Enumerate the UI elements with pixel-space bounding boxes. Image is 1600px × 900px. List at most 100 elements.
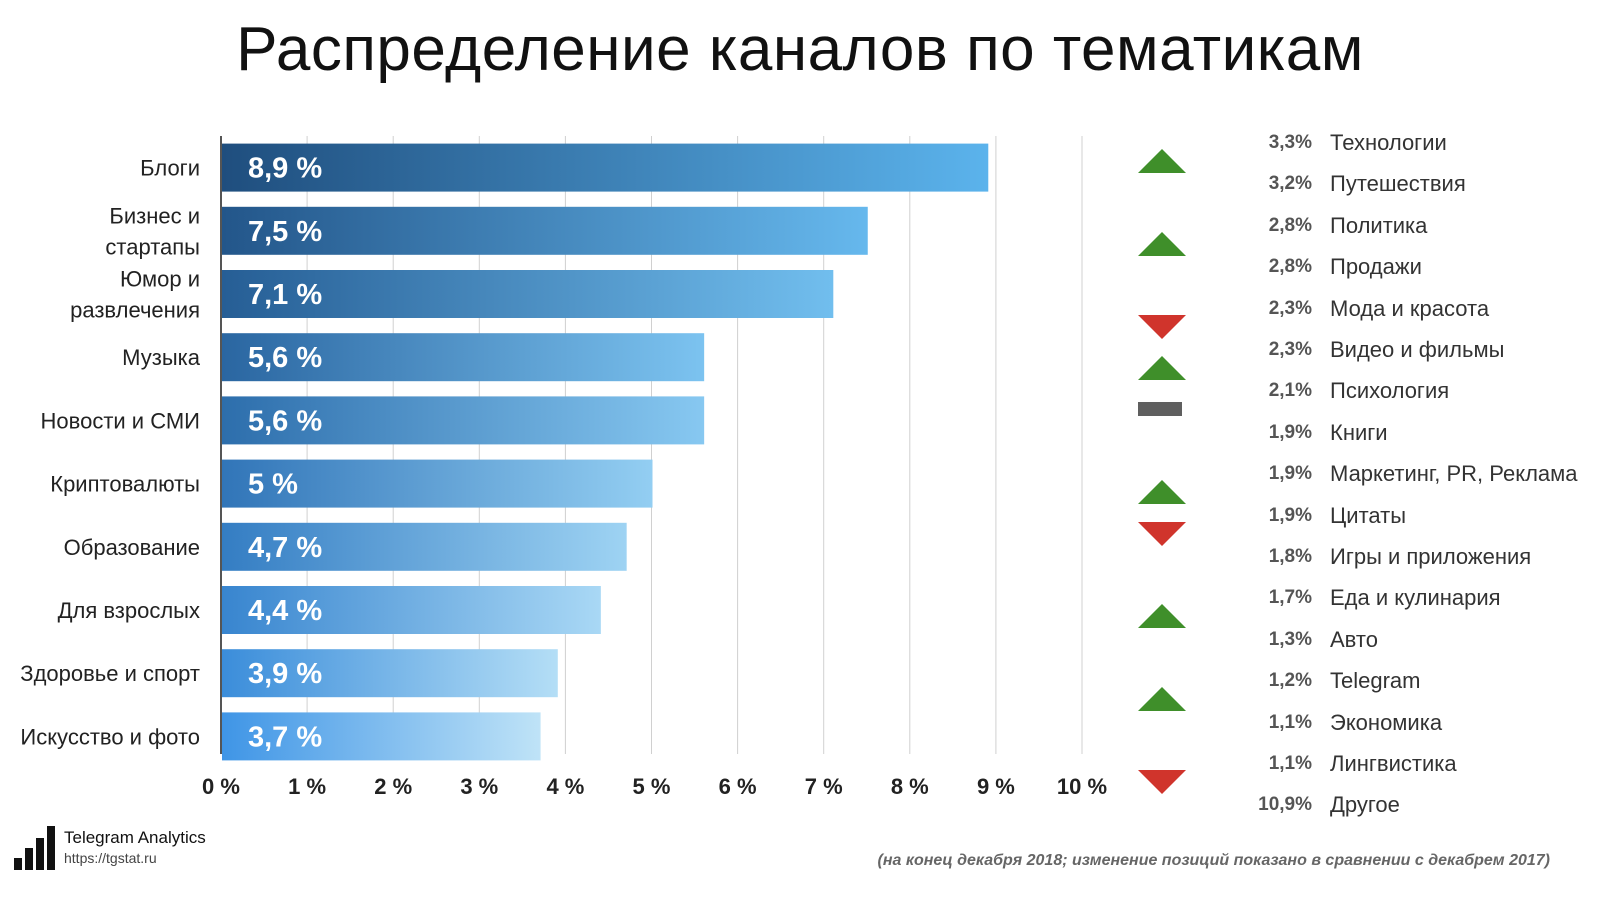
trend-up-icon: [1138, 231, 1186, 260]
category-label: Новости и СМИ: [41, 408, 200, 433]
category-label: Юмор и развлечения: [70, 267, 200, 323]
bar: [222, 649, 558, 698]
category-label: Для взрослых: [58, 598, 200, 623]
topic-name: Лингвистика: [1330, 751, 1457, 776]
topic-percent: 2,1%: [1268, 380, 1312, 402]
topic-name: Психология: [1330, 378, 1450, 404]
topic-name: Telegram: [1330, 668, 1421, 694]
topic-row: 2,3% Видео и фильмы: [1200, 335, 1600, 365]
x-tick-label: 8 %: [891, 774, 929, 799]
topic-row: 1,7% Еда и кулинария: [1200, 583, 1600, 613]
telegram-analytics-logo[interactable]: Telegram Analytics https://tgstat.ru: [14, 826, 254, 876]
topic-name: Другое: [1330, 792, 1400, 818]
bar: [222, 459, 653, 508]
trend-up-icon: [1138, 604, 1186, 632]
topic-row: 2,8% Продажи: [1200, 252, 1600, 282]
topic-percent: 2,3%: [1268, 339, 1312, 360]
footnote: (на конец декабря 2018; изменение позици…: [877, 852, 1550, 869]
topic-row: 3,3% Технологии: [1200, 128, 1600, 158]
topic-percent: 2,3%: [1268, 297, 1312, 319]
bar: [222, 270, 834, 318]
trend-down-icon: [1138, 314, 1186, 343]
bar: [222, 712, 541, 761]
topic-row: 2,1% Психология: [1200, 376, 1600, 406]
bar: [222, 333, 705, 382]
chart-title: Распределение каналов по тематикам: [236, 15, 1364, 84]
bar-value-label: 3,9 %: [248, 658, 322, 690]
topic-percent: 1,9%: [1268, 421, 1312, 443]
trend-up-icon: [1138, 480, 1186, 508]
x-tick-label: 7 %: [805, 774, 843, 799]
category-label: Блоги: [140, 156, 200, 181]
topic-percent: 1,1%: [1268, 753, 1312, 774]
bar-value-label: 7,1 %: [248, 279, 322, 311]
category-label: Музыка: [122, 345, 201, 370]
bar-value-label: 5 %: [248, 469, 298, 501]
x-tick-label: 5 %: [633, 774, 671, 799]
topic-name: Авто: [1330, 626, 1378, 652]
bar: [222, 206, 868, 255]
topic-percent: 1,1%: [1268, 711, 1312, 733]
x-tick-label: 4 %: [546, 774, 584, 799]
bar-value-label: 5,6 %: [248, 342, 322, 374]
bar-chart: 8,9 % 7,5 % 7,1 % 5,6 % 5,6 % 5 % 4,7 % 4,4 % 3,…: [20, 136, 1107, 799]
topic-name: Игры и приложения: [1330, 544, 1532, 569]
topic-name: Маркетинг, PR, Реклама: [1330, 461, 1578, 487]
x-tick-label: 1 %: [288, 774, 326, 799]
bar-chart-logo-icon: [14, 826, 56, 870]
x-tick-label: 9 %: [977, 774, 1015, 799]
bar-value-label: 4,4 %: [248, 595, 322, 627]
chart-bars: 8,9 % 7,5 % 7,1 % 5,6 % 5,6 % 5 % 4,7 % 4,4 % 3,…: [222, 143, 989, 761]
topic-percent: 1,9%: [1268, 463, 1312, 485]
y-axis-labels: Блоги Бизнес и стартапы Юмор и развлечения Му…: [20, 156, 200, 750]
topic-percent: 1,2%: [1268, 670, 1312, 692]
topic-row: 1,9% Книги: [1200, 418, 1600, 448]
bar: [222, 586, 601, 634]
bar-value-label: 7,5 %: [248, 216, 322, 248]
topic-row: 1,9% Цитаты: [1200, 501, 1600, 531]
topic-percent: 10,9%: [1258, 794, 1312, 816]
topic-name: Мода и красота: [1330, 295, 1490, 321]
topic-percent: 1,8%: [1268, 546, 1312, 567]
trend-up-icon: [1138, 149, 1186, 177]
x-tick-label: 6 %: [719, 774, 757, 799]
topic-name: Книги: [1330, 419, 1388, 445]
category-label: Образование: [64, 535, 200, 560]
topic-row: 1,3% Авто: [1200, 625, 1600, 655]
topic-row: 10,9% Другое: [1200, 790, 1600, 820]
bar: [222, 143, 989, 192]
topic-name: Цитаты: [1330, 502, 1407, 528]
topic-percent: 2,8%: [1268, 214, 1312, 236]
topic-row: 2,3% Мода и красота: [1200, 294, 1600, 324]
topic-percent: 3,2%: [1268, 173, 1312, 195]
topic-name: Экономика: [1330, 709, 1443, 735]
other-topics-list: 3,3% Технологии 3,2% Путешествия 2,8% Политик…: [1200, 0, 1600, 900]
topic-percent: 1,7%: [1268, 587, 1312, 609]
topic-name: Путешествия: [1330, 171, 1466, 197]
topic-name: Политика: [1330, 212, 1428, 238]
bar-value-label: 4,7 %: [248, 532, 322, 564]
topic-name: Видео и фильмы: [1330, 337, 1505, 362]
topic-name: Еда и кулинария: [1330, 585, 1501, 611]
topic-row: 1,9% Маркетинг, PR, Реклама: [1200, 459, 1600, 489]
topic-row: 1,1% Лингвистика: [1200, 749, 1600, 779]
topic-row: 1,8% Игры и приложения: [1200, 542, 1600, 572]
topic-percent: 3,3%: [1268, 132, 1312, 153]
topic-name: Технологии: [1330, 130, 1447, 155]
category-label: Здоровье и спорт: [20, 661, 200, 686]
trend-down-icon: [1138, 770, 1186, 798]
topic-row: 1,1% Экономика: [1200, 708, 1600, 738]
topic-row: 3,2% Путешествия: [1200, 169, 1600, 199]
topic-percent: 2,8%: [1268, 256, 1312, 278]
topic-row: 1,2% Telegram: [1200, 666, 1600, 696]
x-tick-label: 2 %: [374, 774, 412, 799]
x-tick-label: 10 %: [1057, 774, 1107, 799]
topic-name: Продажи: [1330, 254, 1422, 280]
topic-percent: 1,9%: [1268, 504, 1312, 526]
trend-down-icon: [1138, 521, 1186, 550]
x-tick-label: 0 %: [202, 774, 240, 799]
bar-value-label: 5,6 %: [248, 405, 322, 437]
category-label: Искусство и фото: [20, 724, 200, 749]
topic-percent: 1,3%: [1268, 628, 1312, 650]
logo-url[interactable]: https://tgstat.ru: [64, 850, 157, 866]
